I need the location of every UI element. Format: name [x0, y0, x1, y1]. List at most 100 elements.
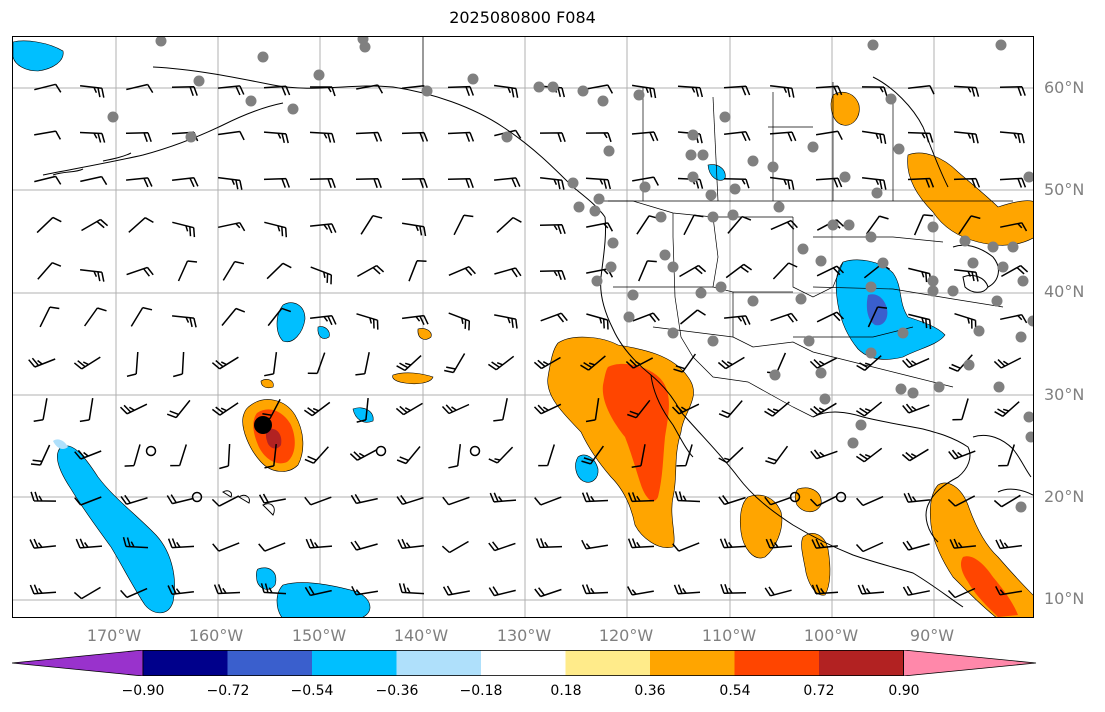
station-dot [695, 287, 707, 299]
station-dot [667, 261, 679, 273]
wind-barb [902, 540, 930, 551]
wind-barb [632, 312, 660, 323]
station-dots [107, 37, 1033, 513]
cb-tick-label: −0.18 [459, 683, 503, 699]
wind-barb [125, 131, 152, 143]
colorbar-extend-min [12, 650, 144, 676]
wind-barb [167, 584, 194, 595]
wind-barb [534, 496, 562, 506]
wind-barb [398, 583, 425, 595]
wind-barb [816, 311, 845, 323]
station-dot [729, 183, 741, 195]
wind-barb [902, 403, 930, 414]
wind-barb [488, 541, 516, 552]
wind-barb [258, 493, 286, 504]
wind-barb [166, 494, 194, 505]
field-central-america [929, 482, 1033, 617]
wind-barb [724, 131, 751, 142]
station-dot [627, 289, 639, 301]
wind-barb [993, 357, 1022, 369]
wind-barb [999, 131, 1025, 144]
wind-barb [586, 84, 614, 94]
wind-barb [855, 541, 884, 553]
cb-tick-label: −0.72 [206, 683, 250, 699]
wind-barb [903, 492, 930, 503]
wind-barb [130, 306, 153, 327]
colorbar-extend-max [903, 650, 1037, 676]
station-dot [907, 387, 919, 399]
field-canada-orange [830, 92, 860, 126]
field-small-orange-3 [260, 379, 274, 389]
wind-barb [764, 586, 792, 597]
wind-barb [627, 538, 655, 549]
graticule [13, 37, 1033, 617]
wind-barb [172, 176, 199, 188]
colorbar-cell [396, 650, 481, 676]
wind-barb [865, 215, 889, 235]
wind-barb [307, 352, 326, 375]
station-dot [547, 81, 559, 93]
wind-barb [355, 352, 370, 376]
wind-barb [811, 584, 839, 595]
map-panel[interactable] [12, 36, 1034, 618]
wind-barb [73, 586, 101, 600]
wind-barb [171, 85, 198, 96]
wind-barb [999, 85, 1026, 96]
wind-barb [995, 539, 1022, 550]
wind-barb [126, 177, 153, 188]
wind-barb [856, 355, 882, 371]
wind-barb [124, 444, 141, 467]
wind-barb [636, 215, 659, 235]
wind-barb [29, 584, 57, 595]
lat-label-40: 40°N [1044, 282, 1085, 301]
station-dot [719, 111, 731, 123]
field-mexico-orange-3 [801, 533, 831, 596]
wind-barb [177, 260, 198, 282]
station-dot [359, 41, 371, 53]
field-tropical-band [57, 445, 175, 614]
field-small-orange-1 [417, 328, 432, 340]
station-dot [659, 249, 671, 261]
wind-barb [718, 400, 743, 419]
cb-tick-label: −0.36 [375, 683, 419, 699]
wind-barb [401, 178, 428, 189]
wind-barb [907, 177, 935, 188]
wind-barb [676, 444, 693, 467]
wind-barb [908, 313, 932, 330]
station-dot [927, 221, 939, 233]
station-dot [707, 335, 719, 347]
wind-barb [356, 398, 369, 423]
lon-label-140w: 140°W [393, 626, 449, 645]
wind-barb [1000, 313, 1028, 324]
wind-barb [218, 176, 243, 190]
station-dot [287, 103, 299, 115]
wind-barb [764, 401, 790, 417]
station-dot [597, 95, 609, 107]
station-dot [747, 155, 759, 167]
wind-barb [581, 445, 605, 465]
station-dot [847, 437, 859, 449]
wind-barb [720, 583, 747, 594]
station-dot [707, 211, 719, 223]
wind-barb [360, 214, 383, 235]
station-dot [933, 381, 945, 393]
wind-barb [83, 307, 107, 327]
field-blue-blob-2 [317, 326, 330, 339]
wind-barb [995, 586, 1023, 596]
station-dot [893, 143, 905, 155]
wind-barb [533, 403, 562, 415]
wind-barb [723, 85, 751, 96]
wind-barb [29, 538, 56, 549]
colorbar-cell [819, 650, 904, 676]
colorbar-cell [312, 650, 397, 676]
colorbar-cell [143, 650, 228, 676]
wind-barbs [28, 83, 1029, 600]
station-dot [803, 335, 815, 347]
cb-tick-label: 0.54 [719, 683, 751, 699]
wind-barb [172, 221, 196, 238]
wind-barb [304, 586, 332, 597]
wind-barb [80, 84, 105, 98]
station-dot [927, 285, 939, 297]
field-blue-blob-4 [13, 40, 64, 72]
station-dot [501, 131, 513, 143]
